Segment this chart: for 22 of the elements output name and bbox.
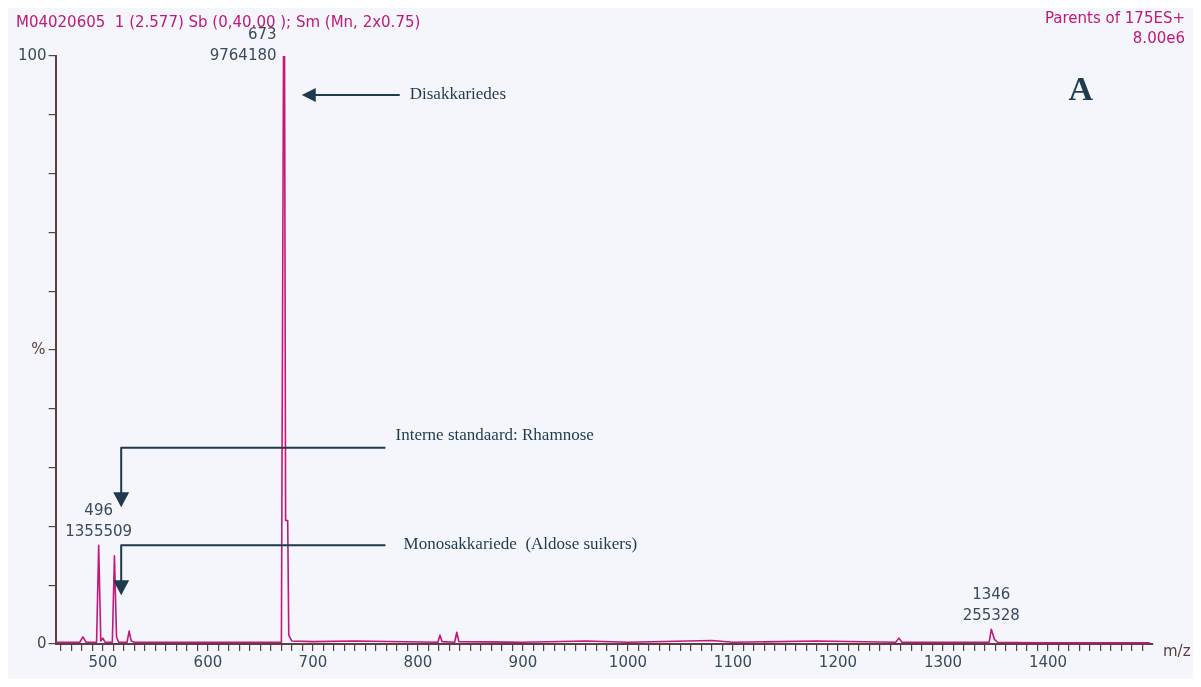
- annotation: Interne standaard: Rhamnose: [395, 424, 594, 444]
- x-tick-label: 600: [193, 652, 223, 671]
- x-axis-title: m/z: [1163, 641, 1191, 660]
- y-tick-label: 100: [17, 45, 47, 64]
- y-tick-label: 0: [37, 633, 47, 652]
- x-tick-label: 1200: [818, 652, 858, 671]
- x-tick-label: 700: [298, 652, 328, 671]
- y-axis-title: %: [31, 339, 46, 358]
- annotation: Monosakkariede (Aldose suikers): [403, 534, 638, 554]
- x-tick-label: 1000: [608, 652, 648, 671]
- x-tick-label: 800: [403, 652, 433, 671]
- text: 8.00e6: [1132, 29, 1185, 48]
- annotation: 496 1355509: [65, 500, 133, 540]
- annotation: 1346 255328: [962, 584, 1020, 624]
- text: Parents of 175ES+: [1044, 9, 1185, 28]
- annotation: Disakkariedes: [409, 83, 507, 103]
- x-tick-label: 1400: [1028, 652, 1068, 671]
- annotation: A: [1068, 69, 1094, 107]
- x-tick-label: 900: [508, 652, 538, 671]
- x-tick-label: 1300: [923, 652, 963, 671]
- x-tick-label: 1100: [713, 652, 753, 671]
- x-tick-label: 500: [88, 652, 118, 671]
